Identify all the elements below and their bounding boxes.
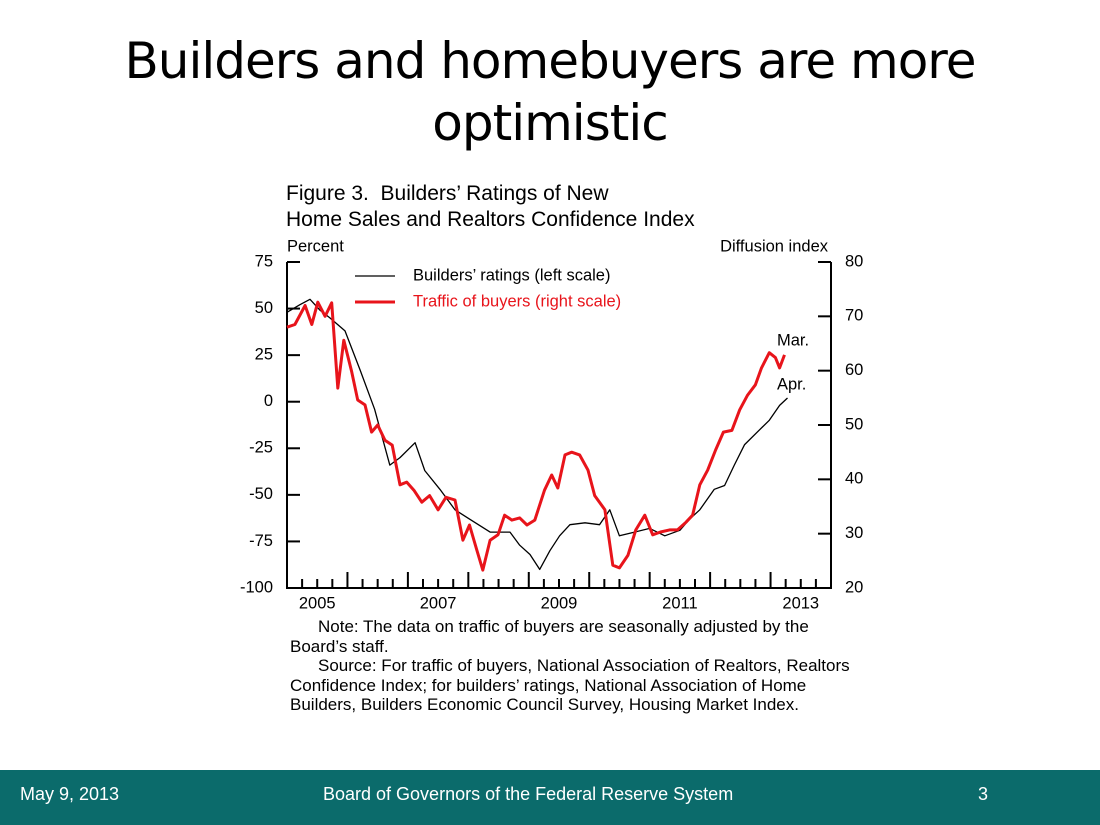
note: Note: The data on traffic of buyers are … [290,617,809,656]
y-tick-label: -25 [249,439,273,457]
y-tick-label: -100 [240,578,273,596]
x-tick-label: 2011 [662,594,697,612]
y-tick-label: 75 [255,252,273,270]
y2-tick-label: 50 [845,415,863,433]
y-tick-label: 0 [264,392,273,410]
series-line [286,300,786,572]
y-tick-label: -50 [249,485,273,503]
chart-title: Figure 3. Builders’ Ratings of New Home … [286,182,695,231]
legend-label: Traffic of buyers (right scale) [413,292,621,310]
y2-axis-label: Diffusion index [720,237,829,255]
y2-tick-label: 70 [845,307,863,325]
annotation: Mar. [777,331,809,349]
series-line [286,298,788,571]
chart: Percent Diffusion index Mar. Apr. -100 -7… [240,237,863,612]
y2-tick-label: 40 [845,470,863,488]
notes: Note: The data on traffic of buyers are … [290,617,850,715]
y-tick-label: -75 [249,532,273,550]
x-tick-label: 2009 [541,594,578,612]
y2-tick-label: 20 [845,578,863,596]
footer-date: May 9, 2013 [20,784,120,804]
footer: May 9, 2013 Board of Governors of the Fe… [0,770,1100,825]
y2-tick-label: 60 [845,361,863,379]
y2-tick-label: 30 [845,524,863,542]
y-tick-label: 25 [255,346,273,364]
y2-tick-label: 80 [845,252,863,270]
annotation: Apr. [777,375,806,393]
y-axis-label: Percent [287,237,344,255]
legend-label: Builders’ ratings (left scale) [413,266,610,284]
footer-org: Board of Governors of the Federal Reserv… [323,784,734,804]
source: Source: For traffic of buyers, National … [290,656,850,714]
x-tick-label: 2005 [299,594,336,612]
x-tick-label: 2007 [420,594,457,612]
slide-title: Builders and homebuyers are more optimis… [124,32,976,152]
footer-page: 3 [978,784,989,804]
y-tick-label: 50 [255,299,273,317]
x-tick-label: 2013 [782,594,819,612]
